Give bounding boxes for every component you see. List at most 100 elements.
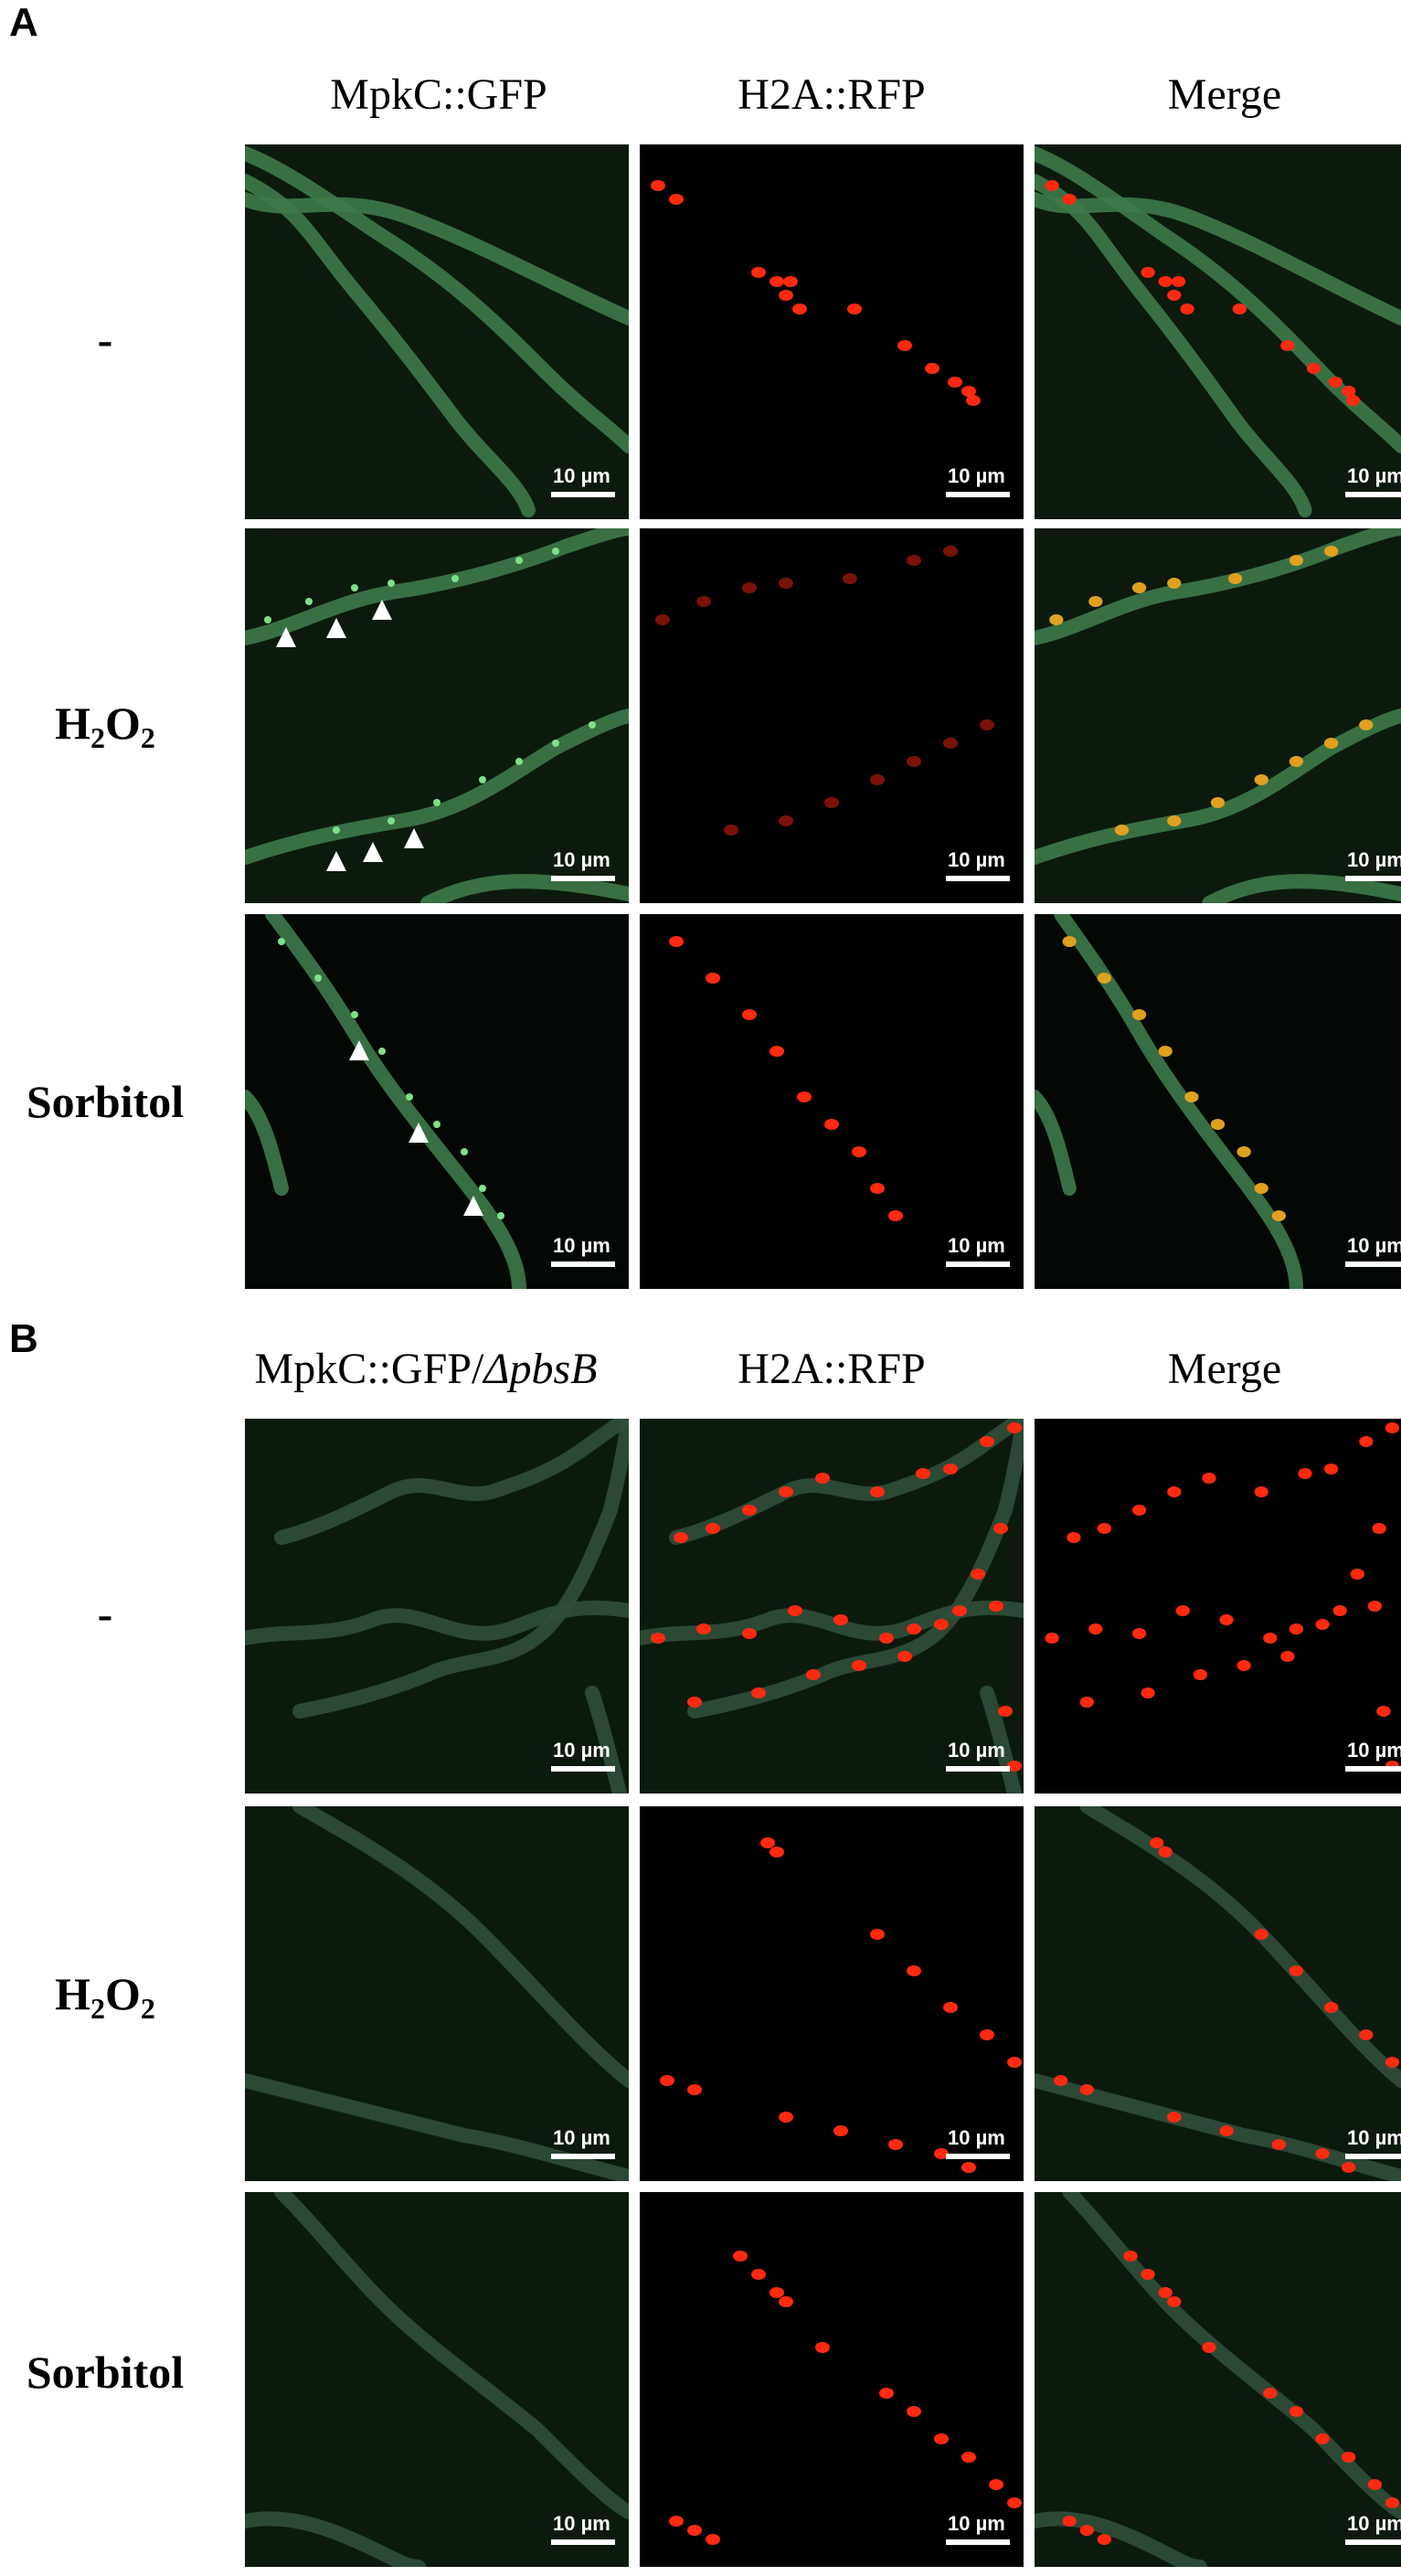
micrograph-b-row2-rfp: 10 µm	[640, 1806, 1024, 2181]
nucleus	[934, 1619, 949, 1630]
scale-bar-line	[551, 2154, 615, 2159]
nucleus	[1131, 1505, 1147, 1516]
nucleus	[1210, 1119, 1226, 1130]
nucleus	[897, 1651, 912, 1662]
column-header-b-gfp: MpkC::GFP/ΔpbsB	[216, 1344, 636, 1394]
nucleus	[687, 2084, 702, 2095]
scale-bar-line	[1345, 1261, 1401, 1267]
micrograph-background	[1035, 914, 1401, 1289]
nucleus	[1141, 2269, 1155, 2280]
nucleus	[907, 2406, 921, 2417]
nucleus	[1345, 395, 1361, 406]
hypha	[265, 914, 526, 1289]
scale-bar: 10 µm	[946, 464, 1024, 510]
column-header-a-merge: Merge	[1033, 69, 1401, 120]
nucleus	[1227, 573, 1243, 584]
column-header-b-gfp-text: MpkC::GFP/	[254, 1345, 484, 1393]
nucleus	[888, 1210, 903, 1221]
nucleus	[1088, 1623, 1103, 1634]
nucleus	[1150, 1837, 1164, 1848]
hypha	[585, 1686, 627, 1794]
arrowhead-icon	[326, 618, 346, 638]
hypha	[274, 2192, 629, 2519]
gfp-spot	[387, 580, 395, 587]
hypha	[245, 192, 629, 325]
nucleus	[1184, 1091, 1199, 1102]
nucleus	[1323, 1464, 1339, 1474]
nucleus	[706, 2534, 720, 2545]
nucleus	[1342, 386, 1356, 397]
gfp-spot	[433, 799, 440, 806]
column-header-b-merge: Merge	[1033, 1344, 1401, 1394]
nucleus	[1007, 1761, 1022, 1772]
scale-bar-label: 10 µm	[1347, 1234, 1401, 1257]
scale-bar-line	[946, 492, 1010, 497]
gfp-spot	[461, 1148, 468, 1155]
nucleus	[948, 377, 962, 388]
nucleus	[696, 1623, 711, 1634]
nucleus	[998, 1706, 1013, 1717]
gfp-spot	[451, 575, 459, 582]
nucleus	[706, 1523, 720, 1534]
nucleus	[897, 340, 912, 351]
hypha	[245, 146, 629, 453]
column-header-b-rfp: H2A::RFP	[640, 1344, 1024, 1394]
nucleus	[1289, 555, 1304, 566]
micrograph-a-row2-merge: 10 µm	[1035, 528, 1401, 903]
scale-bar-line	[551, 492, 615, 497]
scale-bar-label: 10 µm	[1347, 848, 1401, 871]
scale-bar: 10 µm	[551, 848, 629, 894]
gfp-spot	[264, 616, 271, 623]
nucleus	[1280, 1651, 1295, 1662]
gfp-spot	[515, 758, 523, 765]
nucleus	[989, 1601, 1003, 1612]
nucleus	[1385, 1422, 1400, 1433]
nucleus	[1131, 1628, 1147, 1639]
gfp-spot	[378, 1048, 386, 1055]
nucleus	[1079, 2084, 1094, 2095]
nucleus	[1323, 738, 1339, 749]
scale-bar-line	[1345, 2154, 1401, 2159]
hypha	[1035, 174, 1312, 517]
arrowhead-icon	[404, 828, 424, 848]
hypha	[245, 174, 536, 517]
gfp-spot	[406, 1093, 413, 1101]
micrograph-a-row3-merge: 10 µm	[1035, 914, 1401, 1289]
nucleus	[669, 194, 684, 205]
scale-bar-line	[946, 2539, 1010, 2545]
nucleus	[687, 2525, 702, 2536]
nucleus	[1062, 194, 1077, 205]
micrograph-image	[640, 528, 1024, 903]
hypha	[1035, 1090, 1077, 1196]
nucleus	[1289, 1965, 1304, 1976]
nucleus	[1342, 2452, 1356, 2463]
micrograph-image	[640, 1419, 1024, 1794]
nucleus	[1167, 1486, 1182, 1497]
micrograph-image	[640, 1806, 1024, 2181]
nucleus	[1158, 1847, 1173, 1857]
hypha	[245, 2073, 629, 2181]
hypha	[292, 1806, 629, 2088]
scale-bar-line	[1345, 492, 1401, 497]
scale-bar-line	[946, 1261, 1010, 1267]
arrowhead-icon	[276, 627, 296, 647]
micrograph-b-row1-merge: 10 µm	[1035, 1419, 1401, 1794]
micrograph-b-row1-gfp: 10 µm	[245, 1419, 629, 1794]
panel-letter-a: A	[9, 0, 38, 45]
nucleus	[769, 1847, 784, 1857]
nucleus	[760, 1837, 775, 1848]
nucleus	[1236, 1146, 1251, 1157]
nucleus	[797, 1091, 812, 1102]
nucleus	[1158, 2287, 1173, 2298]
arrowhead-icon	[363, 842, 383, 862]
nucleus	[742, 1009, 757, 1020]
nucleus	[1097, 1523, 1112, 1534]
nucleus	[1271, 2139, 1286, 2150]
nucleus	[852, 1660, 866, 1671]
hypha	[1062, 2192, 1401, 2519]
scale-bar: 10 µm	[946, 1234, 1024, 1280]
nucleus	[943, 1464, 958, 1474]
gfp-spot	[552, 548, 559, 555]
nucleus	[769, 276, 784, 287]
nucleus	[870, 1929, 885, 1940]
